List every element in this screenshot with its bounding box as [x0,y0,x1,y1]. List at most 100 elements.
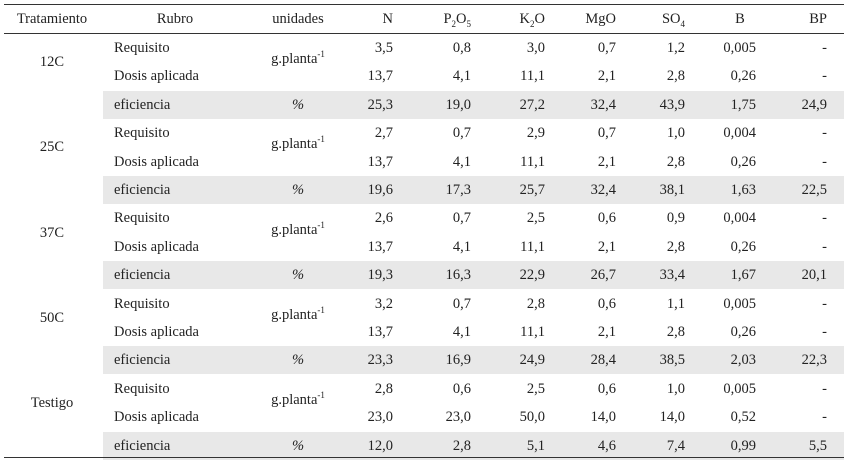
rubro-label: eficiencia [114,182,171,198]
value-k2o: 11,1 [520,324,545,340]
value-p2o5: 4,1 [452,324,471,340]
value-k2o: 2,8 [526,295,545,312]
value-n: 19,3 [367,267,393,284]
value-b: 1,75 [730,96,756,113]
value-b: 0,005 [723,295,756,312]
value-k2o: 11,1 [520,68,545,85]
value-p2o5: 2,8 [452,437,471,454]
value-mgo: 28,4 [590,352,616,369]
treatment-name: 37C [39,224,65,241]
value-bp: - [822,324,827,340]
value-k2o: 3,0 [526,40,545,56]
treatment-name: 25C [39,139,65,156]
value-b: 0,004 [723,210,756,227]
value-so4: 1,0 [666,380,685,397]
value-p2o5: 17,3 [445,182,471,198]
value-bp: 22,5 [801,182,827,198]
rubro-label: Requisito [114,125,170,142]
value-n: 13,7 [367,153,393,170]
value-mgo: 26,7 [590,267,616,284]
value-n: 13,7 [367,68,393,85]
rubro-label: Dosis aplicada [114,68,199,85]
value-bp: - [822,380,827,397]
value-b: 0,99 [730,437,756,454]
value-k2o: 5,1 [526,437,545,454]
value-mgo: 4,6 [597,437,616,454]
rubro-label: Requisito [114,210,170,227]
value-mgo: 2,1 [597,68,616,85]
rubro-label: Dosis aplicada [114,153,199,170]
value-b: 0,004 [723,125,756,142]
rubro-label: Requisito [114,40,170,56]
value-b: 1,63 [730,182,756,198]
value-mgo: 2,1 [597,153,616,170]
value-bp: - [822,68,827,85]
value-bp: 20,1 [801,267,827,284]
value-so4: 2,8 [666,68,685,85]
value-bp: - [822,409,827,426]
value-p2o5: 23,0 [445,409,471,426]
header-n: N [382,11,393,27]
value-k2o: 25,7 [519,182,545,198]
value-so4: 1,2 [666,40,685,56]
rubro-label: eficiencia [114,267,171,284]
value-p2o5: 19,0 [445,96,471,113]
value-n: 3,5 [374,40,393,56]
value-p2o5: 0,7 [452,210,471,227]
unit-percent: % [291,437,305,454]
value-n: 23,0 [367,409,393,426]
efficiency-row-shade [103,90,844,119]
value-n: 23,3 [367,352,393,369]
efficiency-row-shade [103,261,844,290]
value-b: 0,005 [723,40,756,56]
value-mgo: 0,7 [597,40,616,56]
unit-percent: % [291,352,305,369]
value-b: 2,03 [730,352,756,369]
value-mgo: 32,4 [590,96,616,113]
unit-label: g.planta-1 [271,49,325,68]
value-b: 1,67 [730,267,756,284]
value-so4: 38,1 [659,182,685,198]
value-mgo: 2,1 [597,238,616,255]
value-so4: 2,8 [666,153,685,170]
value-so4: 1,1 [666,295,685,312]
value-b: 0,26 [730,153,756,170]
value-k2o: 27,2 [519,96,545,113]
value-so4: 2,8 [666,324,685,340]
header-mgo: MgO [585,11,616,27]
unit-label: g.planta-1 [271,304,325,323]
header-bp: BP [809,11,827,27]
value-k2o: 50,0 [519,409,545,426]
efficiency-row-shade [103,176,844,204]
treatment-name: 12C [39,54,65,71]
rubro-label: eficiencia [114,96,171,113]
value-b: 0,52 [730,409,756,426]
header-b: B [735,11,745,27]
value-n: 19,6 [367,182,393,198]
value-mgo: 32,4 [590,182,616,198]
table-top-rule [4,4,844,5]
value-p2o5: 0,7 [452,295,471,312]
header-tratamiento: Tratamiento [16,11,88,27]
value-so4: 14,0 [659,409,685,426]
table-header-rule [4,33,844,34]
value-n: 13,7 [367,238,393,255]
value-bp: - [822,295,827,312]
treatment-name: Testigo [30,395,74,411]
table-bottom-rule [4,457,844,458]
value-so4: 0,9 [666,210,685,227]
value-n: 3,2 [374,295,393,312]
value-bp: - [822,40,827,56]
value-bp: - [822,153,827,170]
value-so4: 7,4 [666,437,685,454]
value-n: 12,0 [367,437,393,454]
value-so4: 1,0 [666,125,685,142]
value-k2o: 22,9 [519,267,545,284]
value-b: 0,005 [723,380,756,397]
value-bp: 5,5 [808,437,827,454]
value-n: 25,3 [367,96,393,113]
value-bp: 22,3 [801,352,827,369]
value-p2o5: 16,9 [445,352,471,369]
value-so4: 43,9 [659,96,685,113]
value-mgo: 14,0 [590,409,616,426]
